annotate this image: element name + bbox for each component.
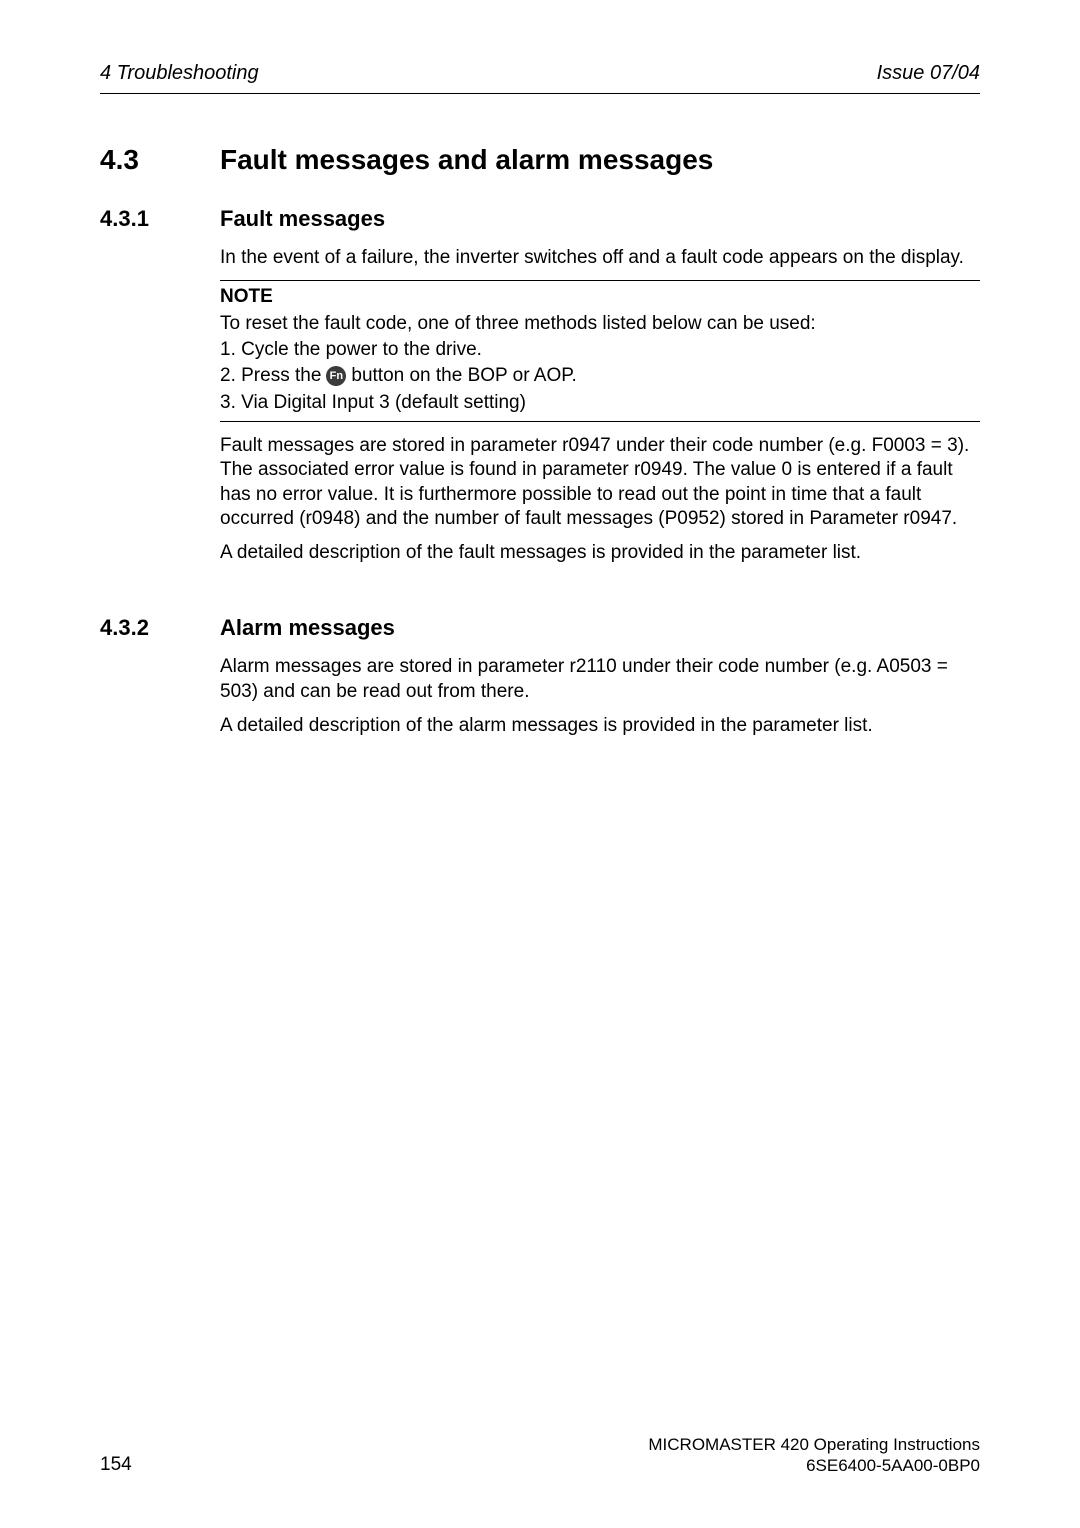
note-item-1: 1. Cycle the power to the drive. xyxy=(220,338,980,362)
header-left: 4 Troubleshooting xyxy=(100,62,259,85)
note-bottom-rule xyxy=(220,421,980,422)
subsection-number: 4.3.1 xyxy=(100,206,168,232)
note-item-3: 3. Via Digital Input 3 (default setting) xyxy=(220,391,980,415)
running-header: 4 Troubleshooting Issue 07/04 xyxy=(100,62,980,94)
body-block-1: In the event of a failure, the inverter … xyxy=(220,246,980,565)
note-top-rule xyxy=(220,280,980,281)
page-footer: 154 MICROMASTER 420 Operating Instructio… xyxy=(100,1434,980,1477)
fn-button-icon: Fn xyxy=(326,366,346,386)
section-title: Fault messages and alarm messages xyxy=(220,144,713,176)
subsection-heading-2: 4.3.2 Alarm messages xyxy=(100,615,980,641)
note-intro: To reset the fault code, one of three me… xyxy=(220,312,980,336)
fault-detail-paragraph: A detailed description of the fault mess… xyxy=(220,541,980,565)
footer-doc-title: MICROMASTER 420 Operating Instructions xyxy=(648,1434,980,1455)
section-heading: 4.3 Fault messages and alarm messages xyxy=(100,144,980,176)
section-number: 4.3 xyxy=(100,144,156,176)
footer-right: MICROMASTER 420 Operating Instructions 6… xyxy=(648,1434,980,1477)
page: 4 Troubleshooting Issue 07/04 4.3 Fault … xyxy=(0,0,1080,738)
page-number: 154 xyxy=(100,1454,132,1476)
footer-doc-code: 6SE6400-5AA00-0BP0 xyxy=(648,1455,980,1476)
note-item-2: 2. Press the Fn button on the BOP or AOP… xyxy=(220,364,980,388)
fault-storage-paragraph: Fault messages are stored in parameter r… xyxy=(220,434,980,531)
note-item-2a: 2. Press the xyxy=(220,364,321,388)
alarm-storage-paragraph: Alarm messages are stored in parameter r… xyxy=(220,655,980,704)
subsection-title: Fault messages xyxy=(220,206,385,232)
note-label: NOTE xyxy=(220,285,980,309)
alarm-detail-paragraph: A detailed description of the alarm mess… xyxy=(220,714,980,738)
subsection-number-2: 4.3.2 xyxy=(100,615,168,641)
header-right: Issue 07/04 xyxy=(877,62,980,85)
subsection-title-2: Alarm messages xyxy=(220,615,395,641)
subsection-heading: 4.3.1 Fault messages xyxy=(100,206,980,232)
intro-paragraph: In the event of a failure, the inverter … xyxy=(220,246,980,270)
note-item-2b: button on the BOP or AOP. xyxy=(351,364,576,388)
body-block-2: Alarm messages are stored in parameter r… xyxy=(220,655,980,738)
